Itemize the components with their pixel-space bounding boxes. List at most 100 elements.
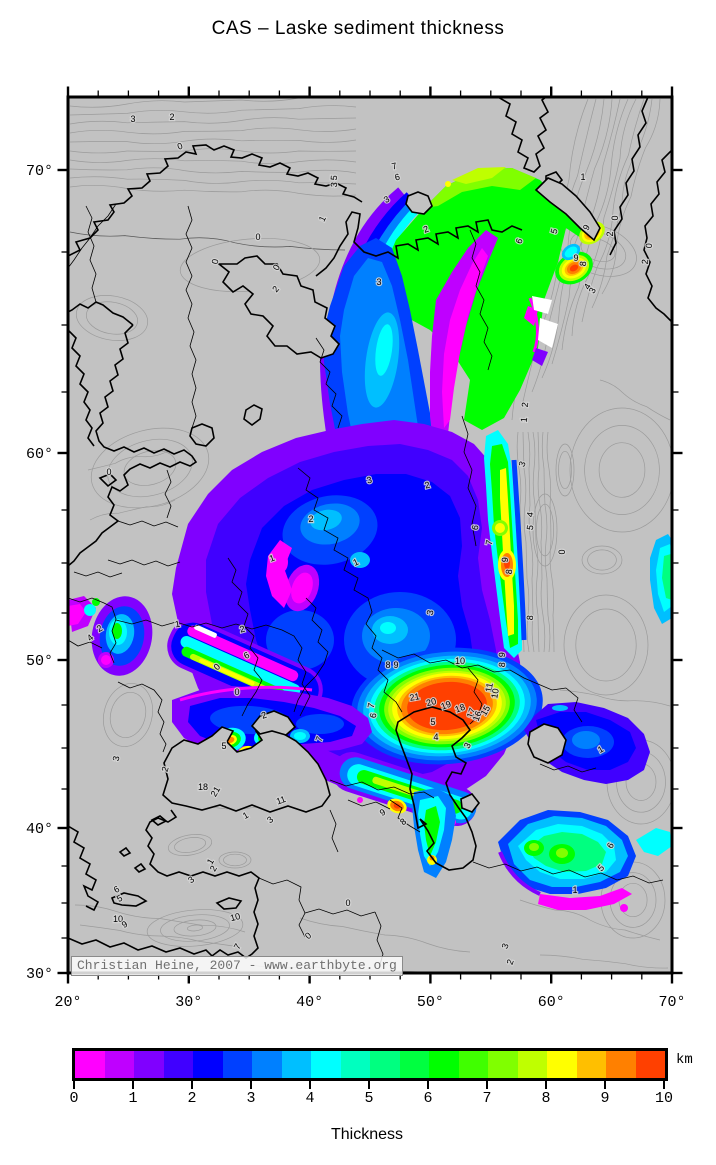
contour-label: 6 bbox=[394, 172, 401, 183]
contour-label: 19 bbox=[440, 699, 453, 712]
colorbar-caption: Thickness bbox=[330, 1126, 404, 1143]
contour-label: 4 bbox=[433, 732, 438, 742]
y-axis-tick-label: 40° bbox=[26, 821, 53, 838]
contour-label: 0 bbox=[610, 215, 620, 220]
contour-label: 0 bbox=[557, 549, 567, 554]
contour-label: 8 bbox=[504, 569, 514, 575]
contour-label: 9 bbox=[573, 253, 578, 263]
contour-label: 7 bbox=[391, 161, 398, 172]
contour-label: 9 bbox=[500, 557, 510, 563]
contour-label: 3 bbox=[130, 114, 135, 124]
contour-label: 21 bbox=[409, 691, 421, 703]
contour-label: 2 bbox=[260, 710, 268, 721]
colorbar-unit: km bbox=[676, 1052, 693, 1068]
colorbar-segment bbox=[606, 1051, 636, 1078]
y-axis-tick-label: 30° bbox=[26, 966, 53, 983]
contour-label: 2 bbox=[605, 231, 615, 236]
contour-label: 2 bbox=[169, 112, 174, 122]
colorbar-tick-label: 9 bbox=[600, 1090, 610, 1107]
contour-label: 0 bbox=[255, 232, 260, 242]
contour-label: 2 bbox=[424, 480, 431, 491]
contour-label: 6 bbox=[514, 237, 525, 245]
contour-label: 1 bbox=[205, 857, 216, 866]
contour-label: 0 bbox=[271, 263, 282, 272]
contour-label: 0 bbox=[176, 141, 184, 152]
colorbar-segment bbox=[488, 1051, 518, 1078]
contour-label: 1 bbox=[351, 557, 360, 568]
watermark: Christian Heine, 2007 - www.earthbyte.or… bbox=[71, 956, 403, 976]
contour-label: 2 bbox=[640, 259, 650, 265]
colorbar-segment bbox=[429, 1051, 459, 1078]
y-axis-tick-label: 70° bbox=[26, 163, 53, 180]
contour-label: 4 bbox=[525, 511, 536, 518]
contour-label: 2 bbox=[505, 958, 516, 966]
contour-label: 3 bbox=[587, 286, 598, 295]
contour-label: 4 bbox=[582, 282, 593, 291]
contour-label: 1 bbox=[241, 810, 250, 821]
contour-label: 10 bbox=[489, 688, 501, 700]
contour-label: 6 bbox=[368, 712, 379, 719]
contour-label: 3 bbox=[425, 609, 436, 616]
contour-label: 7 bbox=[484, 539, 495, 546]
contour-label: 5 bbox=[525, 524, 536, 531]
colorbar-segment bbox=[193, 1051, 223, 1078]
contour-label: 10 bbox=[229, 911, 241, 923]
contour-label: 9 bbox=[497, 652, 507, 658]
contour-label: 8 bbox=[525, 615, 535, 621]
black-sea bbox=[162, 726, 331, 813]
novaya-zemlya bbox=[496, 97, 550, 173]
yugorsky-peninsula bbox=[534, 177, 601, 242]
contour-label: 10 bbox=[113, 914, 123, 924]
contour-label: 8 bbox=[385, 660, 390, 670]
colorbar-segment bbox=[252, 1051, 282, 1078]
contour-label: 0 bbox=[106, 467, 111, 477]
contour-label: 18 bbox=[454, 702, 467, 715]
colorbar-segment bbox=[281, 1051, 311, 1078]
white-sea bbox=[216, 255, 341, 359]
colorbar-tick-label: 2 bbox=[187, 1090, 197, 1107]
contour-label: 5 bbox=[329, 175, 339, 181]
colorbar-segment bbox=[458, 1051, 488, 1078]
contour-label: 2 bbox=[422, 224, 430, 235]
colorbar-tick-labels: 0 1 2 3 4 5 6 7 8 9 10 bbox=[69, 1090, 673, 1108]
contour-label: 0 bbox=[234, 687, 239, 697]
borders-and-rivers bbox=[68, 203, 664, 969]
map-axes: 20° 30° 40° 50° 60° 70°70°60°50°40°30° bbox=[26, 86, 686, 1011]
contour-label: 9 bbox=[378, 807, 387, 818]
kara-bogaz-gol bbox=[460, 793, 481, 813]
contour-label: 2 bbox=[160, 766, 171, 773]
contour-label: 16 bbox=[471, 710, 484, 723]
y-axis-tick-label: 50° bbox=[26, 653, 53, 670]
colorbar-tick-label: 4 bbox=[305, 1090, 315, 1107]
contour-label: 3 bbox=[376, 277, 381, 287]
contour-label: 6 bbox=[605, 841, 616, 850]
contour-label: 2 bbox=[308, 514, 313, 524]
caspian-sea bbox=[395, 706, 477, 871]
x-axis-tick-label: 20° bbox=[54, 994, 81, 1011]
colorbar-segment bbox=[104, 1051, 134, 1078]
contour-label: 9 bbox=[393, 660, 398, 670]
colorbar-segment bbox=[75, 1051, 105, 1078]
contour-label: 0 bbox=[210, 258, 221, 265]
colorbar bbox=[72, 1048, 668, 1081]
colorbar-segment bbox=[163, 1051, 193, 1078]
y-axis-tick-label: 60° bbox=[26, 446, 53, 463]
colorbar-tick-label: 7 bbox=[482, 1090, 492, 1107]
colorbar-ticks bbox=[72, 1081, 668, 1089]
contour-label: 18 bbox=[198, 782, 208, 792]
colorbar-segment bbox=[134, 1051, 164, 1078]
coastlines bbox=[68, 97, 672, 959]
x-axis-tick-label: 40° bbox=[296, 994, 323, 1011]
contour-label: 1 bbox=[519, 417, 529, 423]
contour-label: 1 bbox=[317, 214, 328, 223]
contour-label: 5 bbox=[221, 741, 226, 751]
contour-label: 6 bbox=[242, 650, 251, 661]
sea-of-azov bbox=[250, 710, 297, 736]
colorbar-segment bbox=[370, 1051, 400, 1078]
contour-label: 7 bbox=[314, 735, 325, 743]
colorbar-tick-label: 3 bbox=[246, 1090, 256, 1107]
contour-label: 1 bbox=[268, 553, 276, 564]
contour-label: 0 bbox=[345, 898, 350, 908]
